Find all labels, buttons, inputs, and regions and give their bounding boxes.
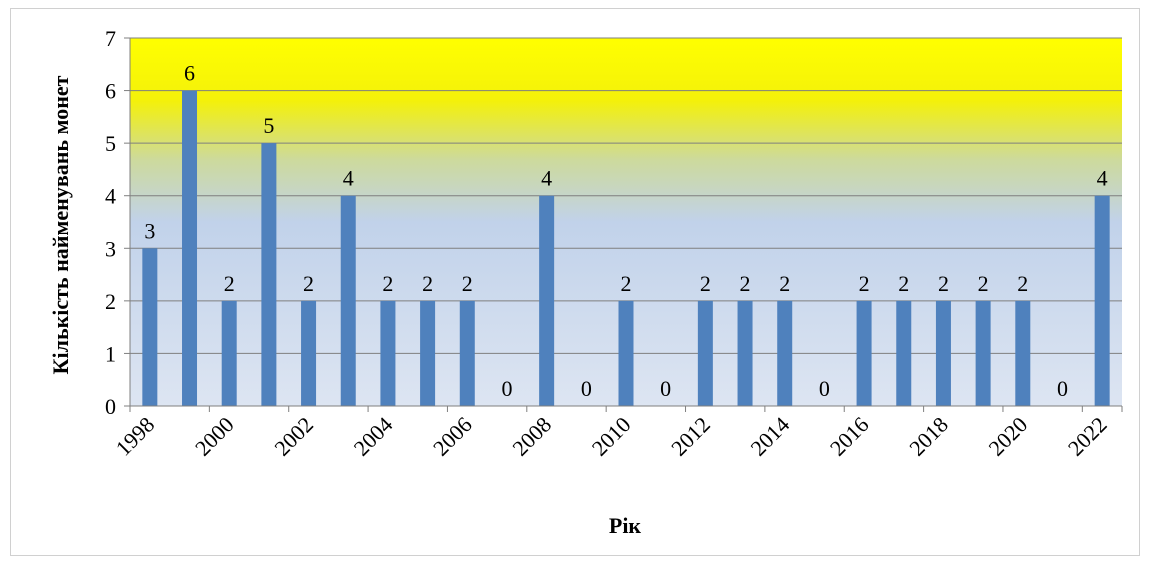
data-label: 2 (859, 271, 870, 296)
x-tick-label: 1998 (111, 412, 160, 461)
bar (340, 195, 356, 406)
data-label: 2 (462, 271, 473, 296)
data-label: 0 (501, 376, 512, 401)
data-label: 2 (422, 271, 433, 296)
data-label: 0 (581, 376, 592, 401)
bar (182, 90, 198, 407)
bar (975, 300, 991, 406)
data-label: 2 (700, 271, 711, 296)
x-tick-label: 2002 (269, 412, 318, 461)
y-tick-label: 7 (105, 26, 116, 51)
bar (935, 300, 951, 406)
data-label: 6 (184, 61, 195, 86)
bar (142, 248, 158, 406)
axes (129, 38, 1123, 412)
x-tick-label: 2016 (825, 412, 874, 461)
data-label: 2 (1017, 271, 1028, 296)
data-label: 2 (303, 271, 314, 296)
x-axis-title: Рік (609, 513, 642, 538)
data-label: 3 (144, 218, 155, 243)
x-tick-label: 2018 (904, 412, 953, 461)
data-label: 2 (740, 271, 751, 296)
data-label: 2 (898, 271, 909, 296)
bar (737, 300, 753, 406)
x-tick-label: 2022 (1063, 412, 1112, 461)
bar (777, 300, 793, 406)
y-tick-label: 0 (105, 394, 116, 419)
data-label: 0 (819, 376, 830, 401)
bar (380, 300, 396, 406)
data-label: 4 (541, 166, 552, 191)
data-label: 0 (660, 376, 671, 401)
data-label: 5 (263, 113, 274, 138)
y-axis-tick-labels: 0 1 2 3 4 5 6 7 (105, 26, 130, 419)
y-tick-label: 5 (105, 131, 116, 156)
y-tick-label: 6 (105, 79, 116, 104)
bar (261, 143, 277, 406)
x-tick-label: 2000 (190, 412, 239, 461)
y-axis-title: Кількість найменувань монет (48, 75, 73, 374)
y-tick-label: 1 (105, 341, 116, 366)
data-label: 2 (224, 271, 235, 296)
y-tick-label: 4 (105, 184, 116, 209)
data-label: 0 (1057, 376, 1068, 401)
y-tick-label: 3 (105, 236, 116, 261)
data-label: 2 (938, 271, 949, 296)
bar (301, 300, 317, 406)
bar (856, 300, 872, 406)
gridlines (130, 37, 1122, 354)
bar (1094, 195, 1110, 406)
data-label: 4 (343, 166, 354, 191)
x-tick-label: 2008 (507, 412, 556, 461)
data-label: 2 (978, 271, 989, 296)
bar (1015, 300, 1031, 406)
bar (618, 300, 634, 406)
data-label: 4 (1097, 166, 1108, 191)
data-label: 2 (382, 271, 393, 296)
y-tick-label: 2 (105, 289, 116, 314)
x-tick-label: 2012 (666, 412, 715, 461)
data-labels: 3 6 2 5 2 4 2 2 2 0 4 0 2 0 2 2 2 0 2 2 2 2 2 0 4 (144, 61, 1107, 401)
data-label: 2 (779, 271, 790, 296)
bar (221, 300, 237, 406)
x-tick-label: 2020 (984, 412, 1033, 461)
bar (459, 300, 475, 406)
bar-series (142, 90, 1110, 407)
x-tick-label: 2006 (428, 412, 477, 461)
bar (697, 300, 713, 406)
x-tick-label: 2010 (587, 412, 636, 461)
x-axis-tick-labels: 1998 2000 2002 2004 2006 2008 2010 2012 2014 2016… (111, 412, 1112, 461)
x-tick-label: 2014 (745, 412, 794, 461)
bar (539, 195, 555, 406)
bar (420, 300, 436, 406)
x-tick-label: 2004 (349, 412, 398, 461)
data-label: 2 (621, 271, 632, 296)
bar (896, 300, 912, 406)
